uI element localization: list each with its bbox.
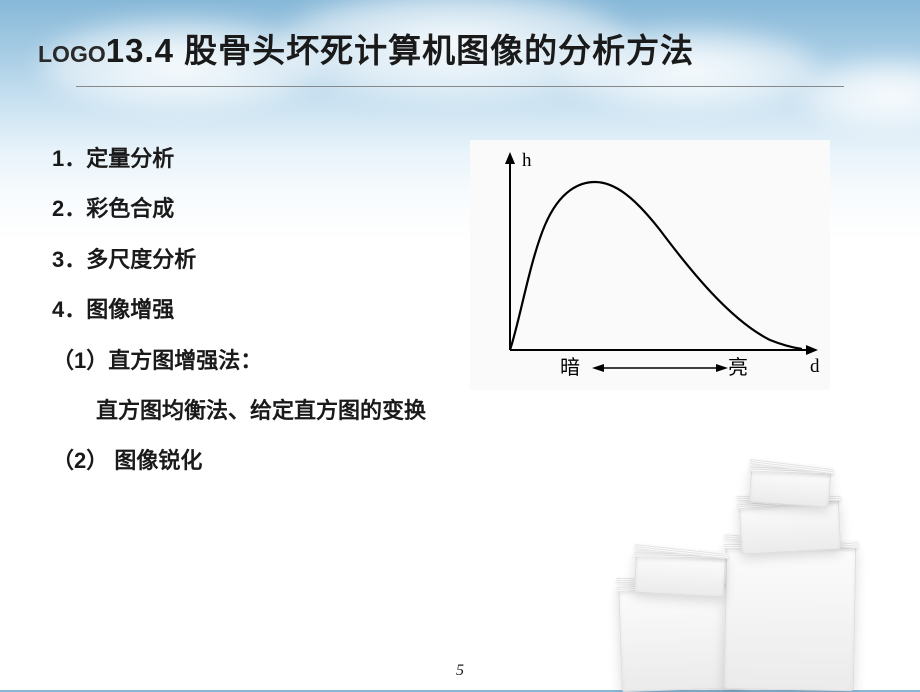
list-item: 2．彩色合成 [52, 185, 882, 233]
slide-content: 1．定量分析 2．彩色合成 3．多尺度分析 4．图像增强 （1）直方图增强法： … [0, 87, 920, 486]
slide-title: 13.4 股骨头坏死计算机图像的分析方法 [106, 32, 694, 69]
slide-header: LOGO13.4 股骨头坏死计算机图像的分析方法 [0, 0, 920, 87]
sub-list-item: （2） 图像锐化 [52, 437, 882, 485]
bullet-list: 1．定量分析 2．彩色合成 3．多尺度分析 4．图像增强 （1）直方图增强法： … [52, 135, 882, 486]
page-number: 5 [456, 662, 464, 680]
list-item: 4．图像增强 [52, 286, 882, 334]
title-text: 股骨头坏死计算机图像的分析方法 [184, 32, 694, 69]
list-item: 3．多尺度分析 [52, 236, 882, 284]
sub-list-item: 直方图均衡法、给定直方图的变换 [52, 387, 882, 435]
paper-stack [739, 499, 841, 554]
list-item: 1．定量分析 [52, 135, 882, 183]
logo-text: LOGO [38, 41, 106, 68]
sub-list-item: （1）直方图增强法： [52, 337, 882, 385]
section-number: 13.4 [106, 32, 174, 69]
title-divider [76, 86, 844, 87]
paper-stack [724, 544, 857, 691]
paper-stack [634, 553, 726, 598]
